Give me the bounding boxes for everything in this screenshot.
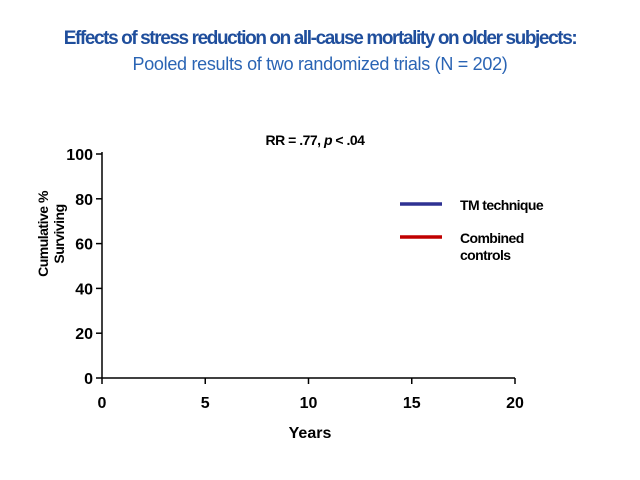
y-axis-label-line-2: Surviving bbox=[51, 204, 67, 263]
y-tick-label: 60 bbox=[75, 237, 93, 254]
rr-annotation-prefix: RR = .77, bbox=[266, 132, 324, 148]
y-tick-label: 0 bbox=[84, 371, 93, 388]
rr-annotation-p: p bbox=[323, 132, 333, 148]
slide-title: Effects of stress reduction on all-cause… bbox=[63, 28, 578, 49]
x-ticks: 0 5 10 15 20 bbox=[98, 378, 524, 412]
y-tick-label: 100 bbox=[66, 147, 93, 164]
slide-subtitle: Pooled results of two randomized trials … bbox=[132, 54, 508, 74]
x-tick-label: 5 bbox=[201, 395, 210, 412]
y-tick-label: 20 bbox=[75, 326, 93, 343]
y-ticks: 0 20 40 60 80 100 bbox=[66, 147, 102, 388]
rr-annotation: RR = .77, p < .04 bbox=[266, 132, 366, 148]
y-tick-label: 40 bbox=[75, 281, 93, 298]
rr-annotation-suffix: < .04 bbox=[332, 132, 365, 148]
legend-label-2: Combined bbox=[460, 230, 524, 246]
x-tick-label: 10 bbox=[300, 395, 318, 412]
x-tick-label: 0 bbox=[98, 395, 107, 412]
y-axis-label: Cumulative % Surviving bbox=[35, 190, 67, 277]
legend-label-1: TM technique bbox=[460, 197, 544, 213]
x-tick-label: 15 bbox=[403, 395, 421, 412]
y-tick-label: 80 bbox=[75, 192, 93, 209]
legend-label-2: controls bbox=[460, 247, 511, 263]
x-axis-label: Years bbox=[289, 425, 332, 442]
y-axis-label-line-1: Cumulative % bbox=[35, 190, 51, 277]
x-tick-label: 20 bbox=[506, 395, 524, 412]
